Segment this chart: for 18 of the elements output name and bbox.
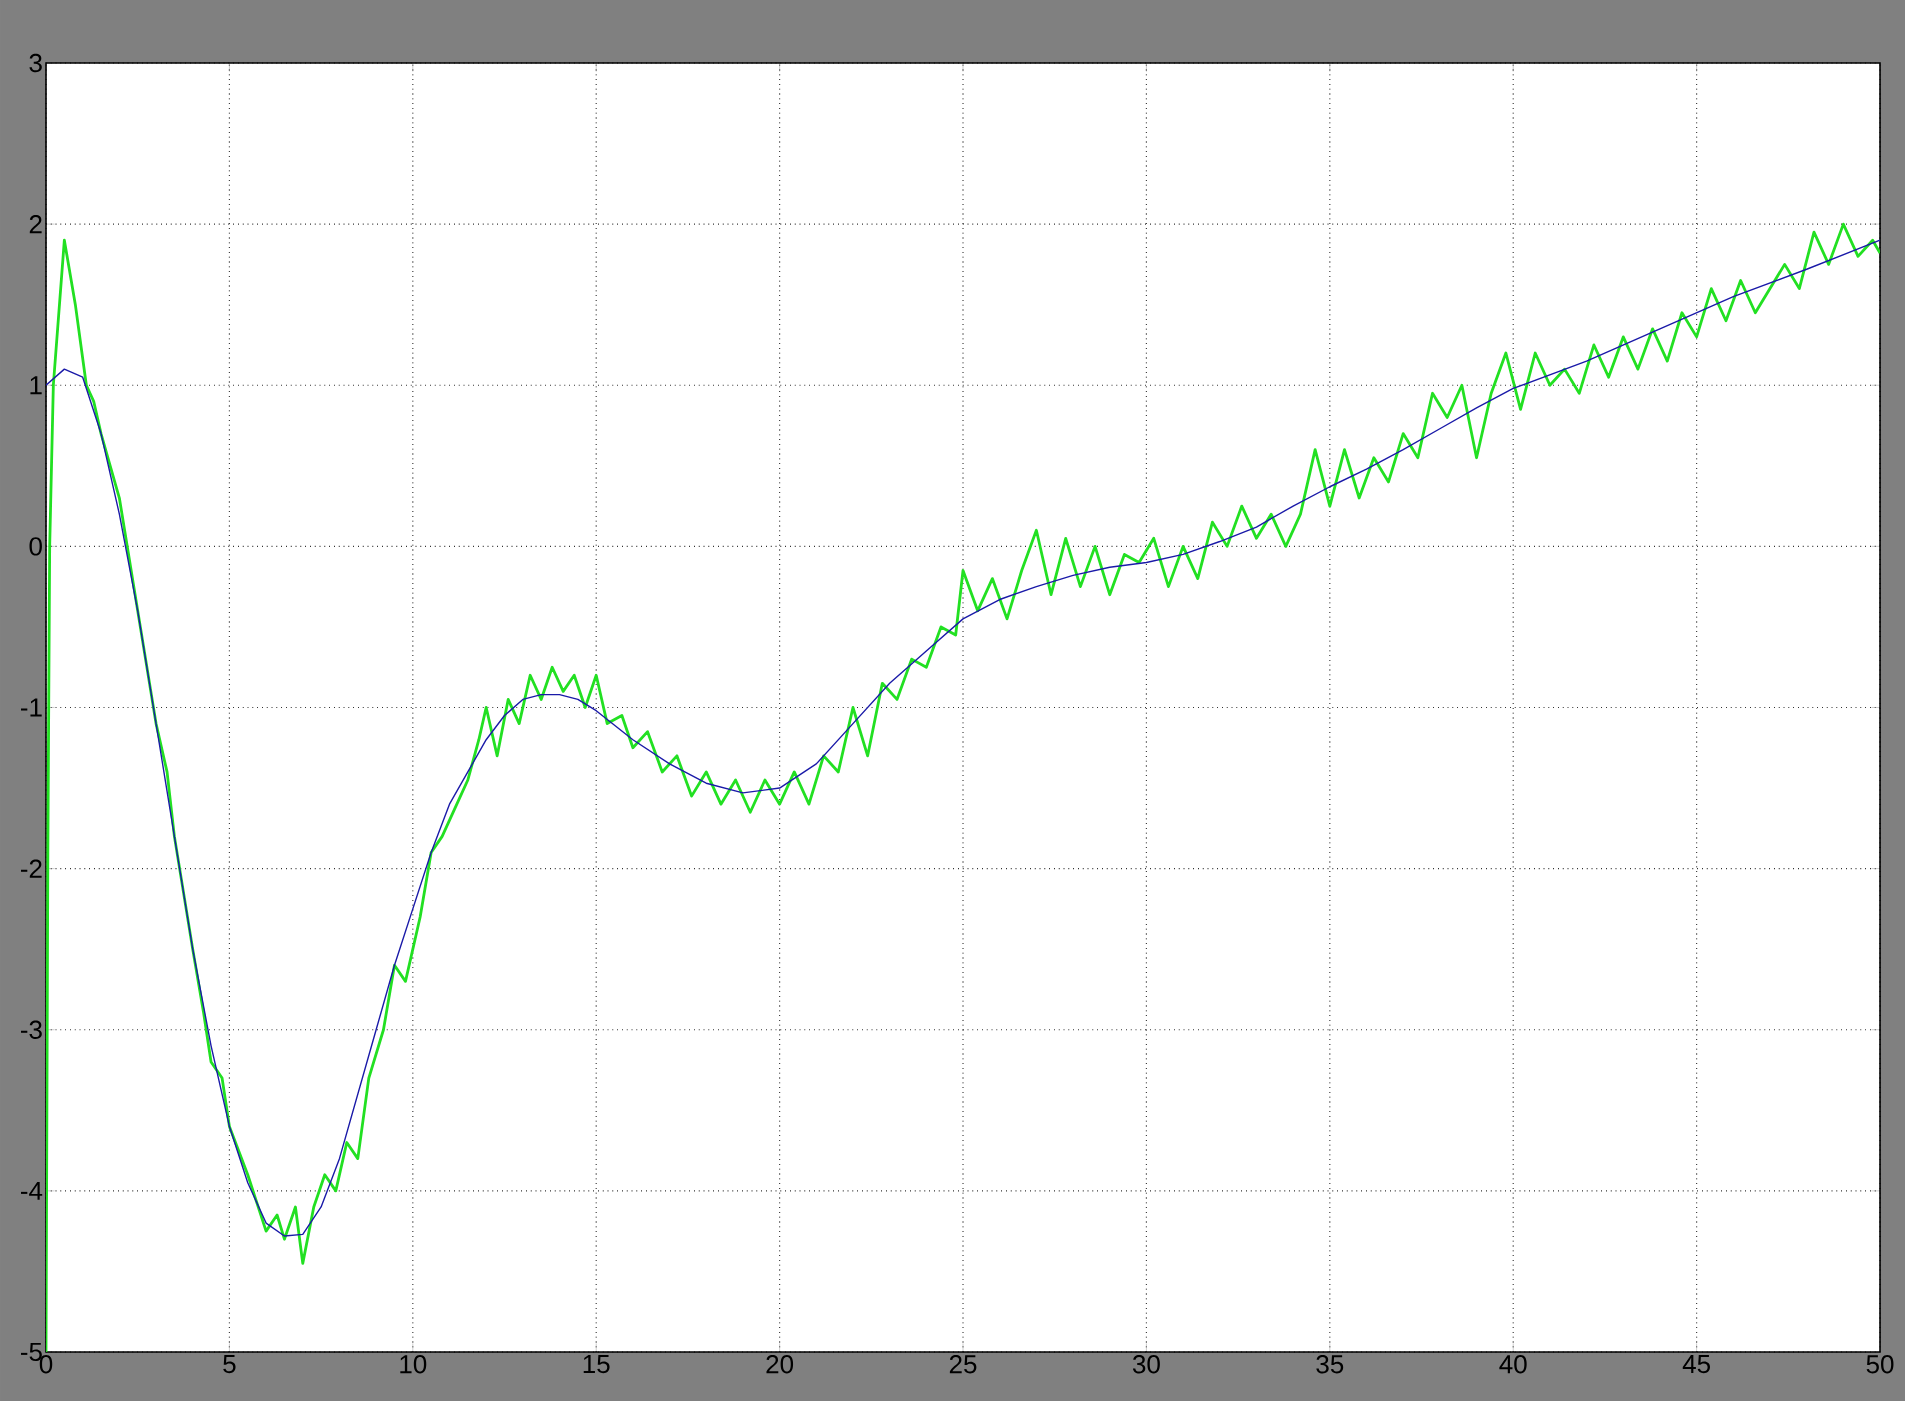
x-tick-label: 50 (1866, 1355, 1894, 1374)
y-tick-label: 0 (29, 537, 42, 556)
x-tick-label: 10 (400, 1355, 427, 1374)
x-tick-label: 40 (1499, 1355, 1527, 1374)
x-tick-label: 5 (223, 1355, 236, 1374)
y-tick-label: -4 (20, 1181, 43, 1200)
x-tick-label: 15 (583, 1355, 610, 1374)
x-tick-label: 45 (1682, 1355, 1710, 1374)
x-tick-label: 35 (1316, 1355, 1344, 1374)
y-tick-label: -1 (20, 698, 42, 717)
x-tick-label: 30 (1132, 1355, 1160, 1374)
y-tick-label: -2 (20, 859, 42, 878)
y-tick-label: 3 (29, 53, 42, 73)
x-tick-label: 20 (766, 1355, 794, 1374)
y-tick-label: 2 (29, 215, 42, 234)
x-tick-label: 25 (949, 1355, 977, 1374)
y-tick-label: 1 (30, 376, 42, 395)
y-tick-label: -3 (20, 1020, 42, 1039)
